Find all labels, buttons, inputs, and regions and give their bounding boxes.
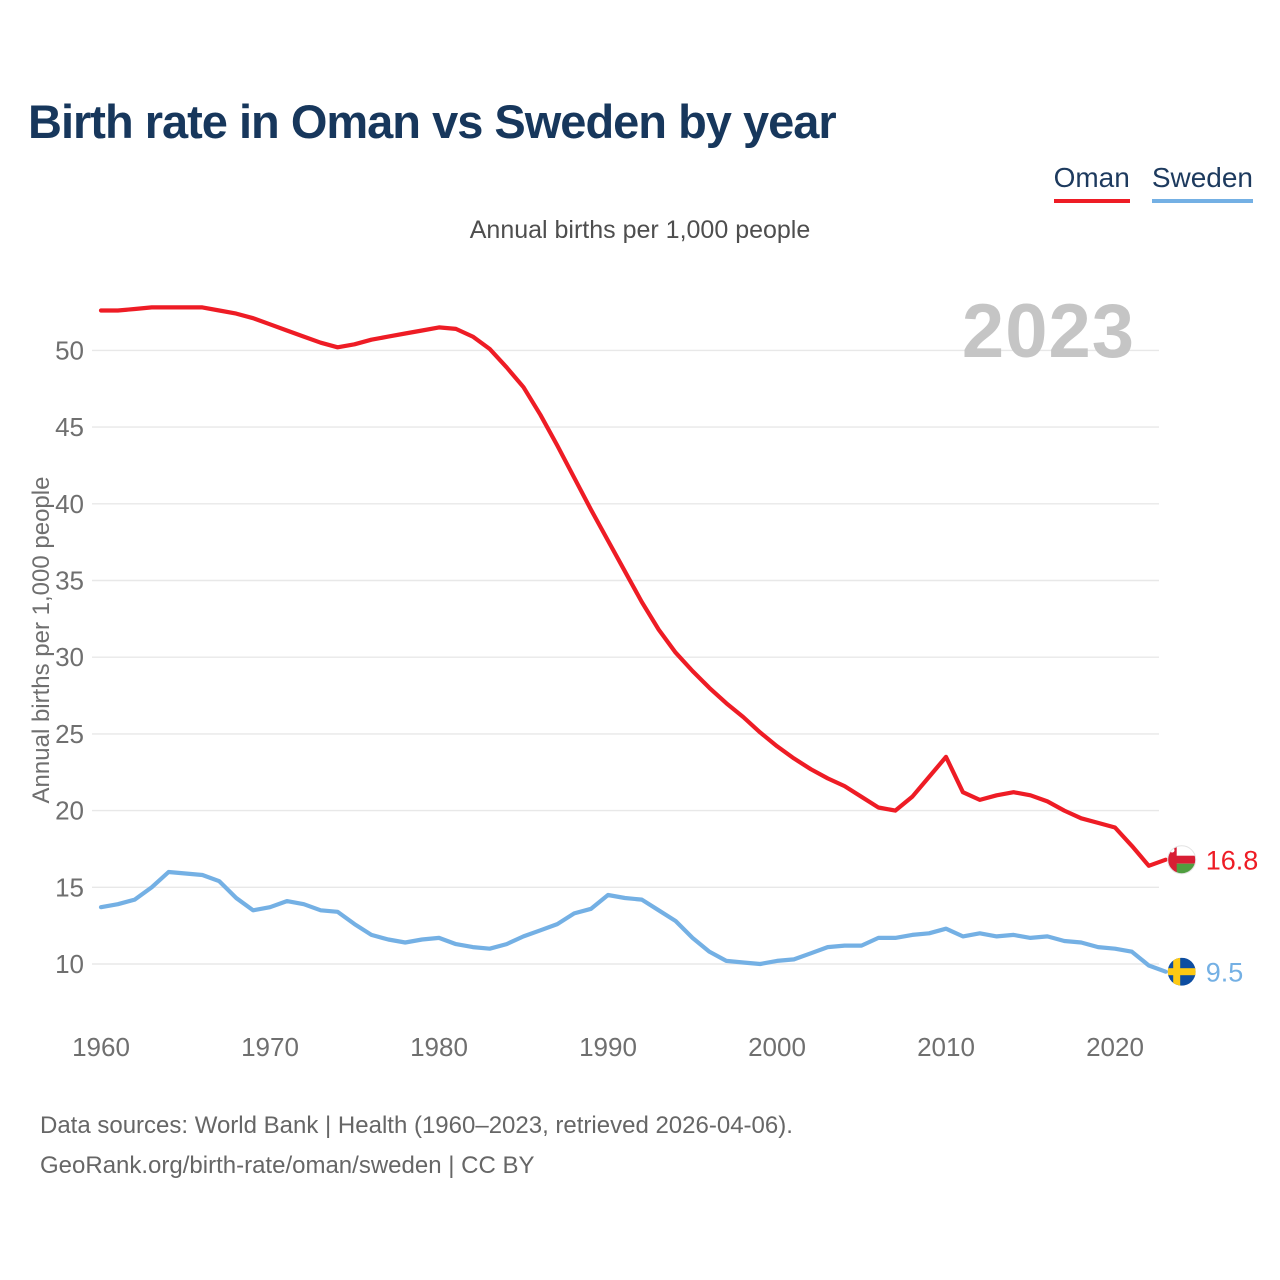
svg-text:50: 50 [55,335,84,365]
svg-text:20: 20 [55,796,84,826]
svg-text:10: 10 [55,949,84,979]
legend-item-oman[interactable]: Oman [1053,162,1130,203]
legend-label-sweden: Sweden [1151,162,1253,193]
sweden-line [98,869,1168,974]
oman-line [98,305,1168,868]
svg-text:2010: 2010 [917,1032,975,1062]
watermark-year: 2023 [961,289,1135,374]
svg-text:15: 15 [55,872,84,902]
svg-text:1970: 1970 [241,1032,299,1062]
oman-end-value-label: 16.8 [1206,846,1259,876]
svg-text:1960: 1960 [72,1032,130,1062]
svg-text:1990: 1990 [579,1032,637,1062]
svg-text:45: 45 [55,412,84,442]
legend-label-oman: Oman [1053,162,1130,193]
legend-item-sweden[interactable]: Sweden [1151,162,1253,203]
footer-data-sources: Data sources: World Bank | Health (1960–… [40,1112,793,1139]
svg-text:1980: 1980 [410,1032,468,1062]
svg-text:2000: 2000 [748,1032,806,1062]
legend: Oman Sweden [1053,162,1253,203]
svg-text:2020: 2020 [1086,1032,1144,1062]
svg-text:25: 25 [55,719,84,749]
svg-text:40: 40 [55,489,84,519]
sweden-flag-icon [1167,957,1196,986]
gridlines [92,349,1159,965]
page-title: Birth rate in Oman vs Sweden by year [28,95,837,148]
oman-flag-icon [1167,845,1197,875]
footer: Data sources: World Bank | Health (1960–… [40,1106,793,1186]
y-axis-label: Annual births per 1,000 people [28,476,55,804]
series-lines [98,305,1168,974]
svg-text:35: 35 [55,566,84,596]
x-axis-ticks: 1960 1970 1980 1990 2000 2010 2020 [72,1032,1144,1062]
footer-attribution: GeoRank.org/birth-rate/oman/sweden | CC … [40,1152,535,1179]
svg-text:30: 30 [55,642,84,672]
y-axis-ticks: 10 15 20 25 30 35 40 45 50 [55,335,84,979]
sweden-end-value-label: 9.5 [1206,958,1244,988]
chart-subtitle: Annual births per 1,000 people [469,216,811,244]
